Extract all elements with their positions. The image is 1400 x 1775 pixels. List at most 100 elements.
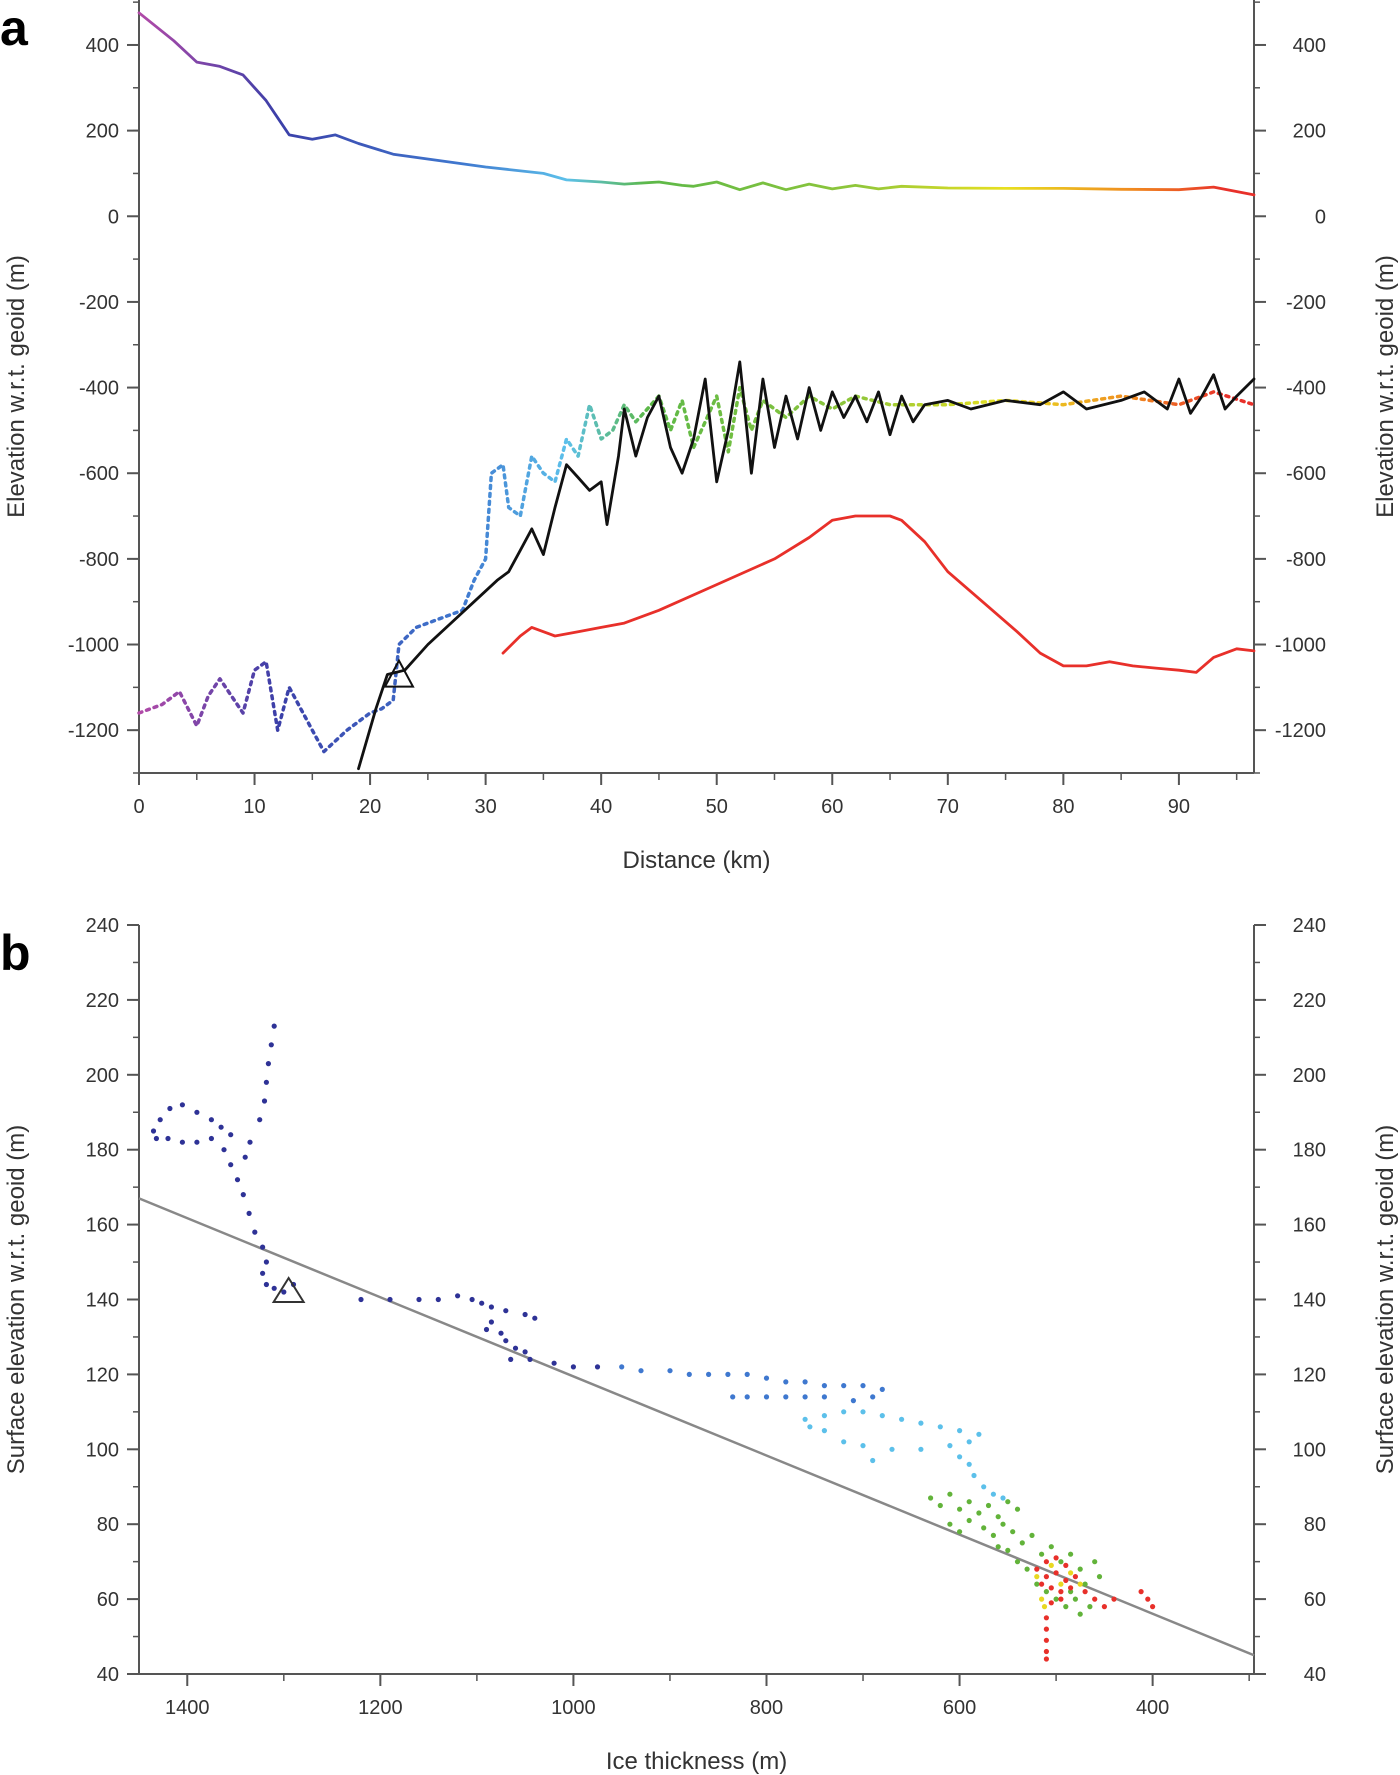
data-point [1063,1604,1069,1610]
data-point [218,1124,224,1130]
data-point [1068,1551,1074,1557]
data-point [240,1192,246,1198]
data-point [966,1499,972,1505]
y-tick-label-left: 60 [97,1589,119,1611]
data-point [1101,1604,1107,1610]
y-tick-label-left: -200 [79,292,119,314]
x-tick-label: 40 [590,796,612,818]
data-point [1092,1559,1098,1565]
data-point [179,1102,185,1108]
data-point [1014,1506,1021,1512]
data-point [957,1428,963,1434]
y-tick-label-right: 0 [1315,206,1326,228]
data-point [247,1139,253,1145]
y-axis-label-right: Elevation w.r.t. geoid (m) [1372,255,1399,518]
y-axis-label-right: Surface elevation w.r.t. geoid (m) [1372,1125,1399,1475]
data-point [870,1394,876,1400]
panel-label: a [0,0,29,56]
x-tick-label: 20 [359,796,381,818]
y-tick-label-left: -1000 [68,635,119,657]
data-point [435,1296,441,1303]
y-tick-label-left: 140 [86,1290,119,1312]
data-point [807,1424,813,1430]
data-point [252,1229,258,1235]
data-point [1041,1604,1048,1610]
data-point [990,1532,997,1538]
data-point [1063,1577,1069,1583]
data-point [841,1409,847,1415]
data-point [990,1491,997,1497]
data-point [512,1345,519,1351]
data-point [1058,1589,1064,1595]
data-point [503,1308,509,1314]
x-axis-label: Ice thickness (m) [606,1748,787,1775]
data-point [1039,1551,1045,1557]
data-point [985,1502,992,1509]
data-point [1077,1581,1083,1587]
data-point [263,1259,269,1265]
data-point [860,1443,866,1449]
data-point [1000,1521,1006,1527]
data-point [1043,1648,1049,1655]
y-tick-label-left: 200 [86,121,119,143]
data-point [918,1446,924,1452]
data-point [841,1383,847,1389]
data-point [1024,1566,1030,1572]
data-point [1068,1570,1074,1576]
data-point [257,1117,263,1123]
y-tick-label-left: 120 [86,1364,119,1386]
data-point [802,1379,808,1385]
data-point [966,1517,972,1524]
data-point [783,1379,789,1385]
data-point [221,1147,227,1153]
y-tick-label-right: 400 [1293,35,1326,57]
data-point [1077,1566,1083,1572]
triangle-marker [383,658,415,688]
data-point [263,1079,269,1085]
y-tick-label-right: -400 [1286,378,1326,400]
data-point [271,1285,277,1291]
data-point [508,1356,514,1362]
data-point [150,1128,157,1134]
data-point [802,1394,808,1400]
data-point [153,1135,159,1142]
data-point [479,1300,485,1306]
data-point [1058,1596,1064,1602]
data-point [1048,1600,1054,1606]
y-tick-label-left: 180 [86,1140,119,1162]
y-tick-label-left: 160 [86,1215,119,1237]
data-point [1014,1559,1021,1565]
data-point [1043,1574,1049,1580]
x-tick-label: 1000 [551,1697,596,1719]
y-tick-label-left: 80 [97,1514,119,1536]
data-point [483,1326,490,1333]
y-tick-label-left: -800 [79,549,119,571]
data-point [995,1544,1001,1550]
y-tick-label-left: -1200 [68,720,119,742]
data-point [667,1368,673,1374]
data-point [1053,1555,1059,1561]
data-point [498,1330,504,1336]
data-point [966,1439,972,1445]
data-point [228,1132,234,1138]
data-point [1048,1562,1054,1568]
y-tick-label-right: 40 [1304,1664,1326,1686]
data-point [976,1431,982,1437]
data-point [260,1270,266,1276]
data-point [981,1484,987,1490]
y-tick-label-left: 200 [86,1065,119,1087]
x-tick-label: 10 [243,796,265,818]
y-tick-label-right: -800 [1286,549,1326,571]
data-point [763,1394,770,1400]
series-yellow [1034,1562,1083,1610]
data-point [488,1319,494,1325]
data-point [976,1510,982,1516]
data-point [263,1281,269,1288]
data-point [730,1394,736,1400]
series-light-blue [802,1409,1006,1501]
data-point [416,1296,422,1303]
data-point [937,1502,943,1509]
data-point [899,1416,905,1422]
fit-line [138,1197,1255,1657]
